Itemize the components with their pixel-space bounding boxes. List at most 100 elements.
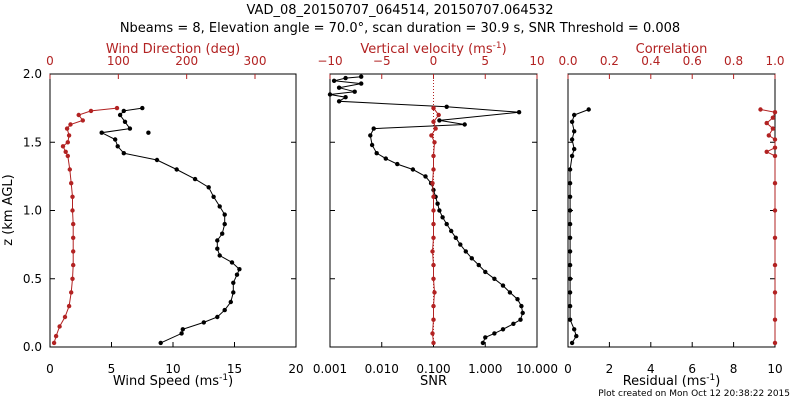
x-top-tick-label: 0.4 — [641, 54, 660, 68]
residual-point — [567, 194, 573, 199]
x-top-tick-label: 1.0 — [765, 54, 784, 68]
snr-point — [507, 290, 513, 295]
wind-direction-point — [65, 153, 71, 159]
snr-point — [516, 110, 522, 115]
x-bottom-tick-label: 15 — [227, 362, 242, 376]
x-bottom-tick-label: 5 — [108, 362, 116, 376]
vertical-velocity-point — [431, 119, 436, 125]
wind-speed-point — [180, 327, 185, 332]
wind-direction-point — [70, 194, 75, 199]
vertical-velocity-point — [430, 181, 435, 186]
vertical-velocity-point — [431, 262, 436, 268]
x-bottom-unit-exp: -1 — [706, 373, 715, 383]
y-tick-label: 0.0 — [23, 340, 42, 354]
x-top-tick-label: 0.2 — [600, 54, 619, 68]
wind-direction-line — [53, 107, 118, 344]
snr-point — [519, 303, 524, 309]
wind-speed-line — [100, 107, 241, 344]
wind-speed-point — [231, 290, 236, 295]
vertical-velocity-point — [432, 290, 437, 295]
residual-point — [567, 208, 573, 213]
wind-speed-point — [237, 267, 242, 272]
snr-point — [383, 156, 388, 161]
snr-point — [327, 92, 333, 97]
wind-direction-point — [57, 324, 62, 329]
snr-point — [492, 276, 497, 281]
wind-speed-point — [122, 119, 128, 125]
correlation-point — [770, 115, 776, 120]
wind-speed-point — [228, 299, 233, 305]
x-top-tick-label: 10 — [529, 54, 544, 68]
correlation-point — [770, 126, 776, 131]
x-bottom-axis-title: Residual (ms-1) — [623, 373, 721, 389]
correlation-point — [766, 133, 771, 138]
x-top-tick-label: 0 — [430, 54, 438, 68]
vertical-velocity-point — [431, 340, 436, 346]
vertical-velocity-point — [431, 221, 436, 227]
residual-point — [569, 153, 575, 159]
residual-point — [572, 129, 577, 134]
wind-speed-point — [117, 112, 123, 118]
y-tick-label: 1.0 — [23, 204, 42, 218]
snr-point — [444, 221, 449, 227]
snr-point — [423, 174, 428, 179]
vertical-velocity-point — [430, 249, 435, 254]
wind-speed-point — [211, 194, 216, 199]
correlation-panel: 0 2 4 6 8 10 0.0 0.2 0.4 0.6 0.8 1.0 Residual (ms-1)… — [558, 42, 784, 389]
wind-speed-point — [234, 272, 240, 277]
x-bottom-tick-label: 0 — [564, 362, 572, 376]
velocity-panel: 0.001 0.010 0.100 1.000 10.000 −10 −5 0 5 10 SNR Ve… — [313, 41, 558, 389]
wind-direction-point — [70, 276, 75, 281]
correlation-line — [760, 109, 776, 343]
x-bottom-tick-label: 0.010 — [365, 362, 399, 376]
x-top-unit: (ms — [468, 42, 493, 57]
wind-direction-point — [63, 149, 68, 154]
vertical-velocity-point — [432, 140, 437, 145]
wind-direction-point — [66, 133, 72, 138]
vertical-velocity-point — [431, 317, 436, 322]
snr-point — [395, 161, 400, 167]
wind-speed-point — [140, 105, 145, 111]
vertical-velocity-point — [431, 303, 436, 309]
snr-point — [449, 228, 454, 234]
x-bottom-axis-title: SNR — [420, 374, 447, 389]
correlation-point — [772, 153, 778, 159]
residual-point — [572, 112, 577, 118]
x-bottom-tick-label: 8 — [730, 362, 738, 376]
snr-point — [371, 126, 376, 131]
x-bottom-tick-label: 10.000 — [516, 362, 558, 376]
x-top-axis-title: Wind Direction (deg) — [106, 42, 240, 57]
correlation-point — [764, 120, 769, 126]
correlation-point — [772, 208, 778, 213]
correlation-point — [772, 235, 778, 240]
wind-speed-point — [174, 167, 179, 172]
wind-speed-point — [154, 157, 160, 163]
title-line-2: Nbeams = 8, Elevation angle = 70.0°, sca… — [120, 21, 680, 36]
wind-direction-point — [71, 221, 76, 227]
snr-point — [435, 201, 440, 206]
residual-point — [567, 221, 573, 227]
residual-line — [569, 109, 589, 344]
vertical-velocity-point — [433, 126, 438, 131]
residual-point — [567, 249, 573, 254]
residual-point — [569, 119, 575, 125]
snr-point — [480, 340, 486, 346]
wind-direction-point — [65, 140, 71, 145]
snr-point — [515, 297, 520, 302]
correlation-point — [772, 340, 778, 346]
vertical-velocity-point — [429, 133, 434, 138]
wind-speed-point — [206, 185, 211, 190]
snr-point — [331, 78, 337, 84]
wind-direction-point — [69, 181, 74, 186]
correlation-point — [772, 290, 778, 295]
x-bottom-unit-exp: -1 — [219, 373, 228, 383]
correlation-point — [772, 145, 778, 150]
wind-speed-point — [146, 130, 151, 135]
vertical-velocity-point — [431, 153, 436, 159]
wind-direction-point — [76, 112, 81, 118]
residual-point — [572, 146, 577, 152]
vertical-velocity-point — [430, 331, 435, 336]
snr-point — [343, 75, 348, 81]
wind-speed-point — [215, 314, 220, 320]
